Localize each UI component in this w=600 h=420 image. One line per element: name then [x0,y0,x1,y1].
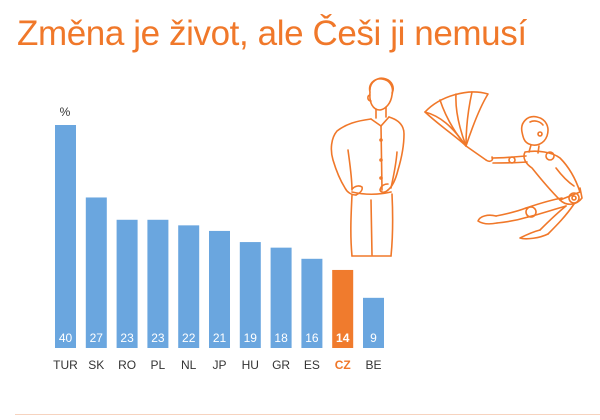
chart-title: Změna je život, ale Češi ji nemusí [17,14,527,53]
value-label-cz: 14 [336,331,350,345]
category-label-jp: JP [212,358,226,372]
man-illustration [330,77,405,257]
value-label-pl: 23 [151,331,165,345]
value-label-es: 16 [305,331,319,345]
category-label-gr: GR [272,358,290,372]
category-label-ro: RO [118,358,136,372]
value-label-ro: 23 [120,331,134,345]
bar-jp [209,230,230,348]
value-label-nl: 22 [182,331,196,345]
bar-ro [116,219,138,348]
bar-sk [85,197,107,348]
bar-be [363,297,384,348]
robot-illustration [424,91,583,240]
value-label-be: 9 [370,331,377,345]
bar-tur [55,125,76,348]
category-label-hu: HU [242,358,259,372]
bar-gr [270,247,292,348]
value-label-jp: 21 [213,331,227,345]
value-label-tur: 40 [59,331,73,345]
category-label-sk: SK [88,358,104,372]
category-label-nl: NL [181,358,197,372]
bar-es [301,258,323,348]
bar-cz [332,269,354,348]
value-label-sk: 27 [90,331,104,345]
value-label-hu: 19 [244,331,258,345]
category-label-pl: PL [151,358,166,372]
bottom-divider [15,414,600,415]
bar-pl [147,219,169,348]
category-label-cz: CZ [335,358,351,372]
bar-hu [239,242,261,348]
category-label-es: ES [304,358,320,372]
value-label-gr: 18 [274,331,288,345]
bar-nl [178,225,200,348]
unit-label: % [60,105,71,119]
category-label-tur: TUR [53,358,78,372]
category-label-be: BE [365,358,381,372]
